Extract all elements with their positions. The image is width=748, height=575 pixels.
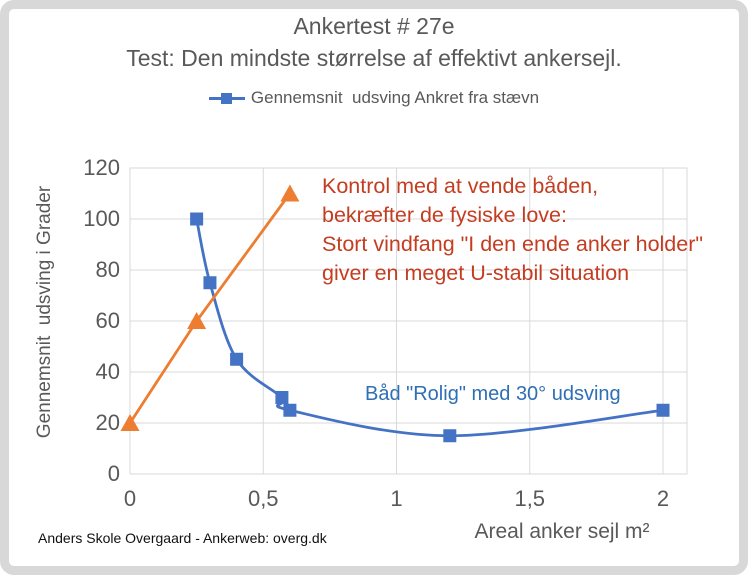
triangle-marker-icon <box>187 312 207 329</box>
square-marker-icon <box>203 276 217 290</box>
chart-title: Ankertest # 27e <box>293 13 455 39</box>
y-tick-label: 100 <box>83 206 120 231</box>
square-marker-icon <box>443 429 457 443</box>
square-marker-icon <box>275 391 289 404</box>
legend-square-icon <box>220 92 232 104</box>
square-marker-icon <box>656 403 670 417</box>
y-tick-label: 60 <box>95 308 120 333</box>
annotation-control-note: Kontrol med at vende båden, bekræfter de… <box>322 174 704 285</box>
y-tick-label: 80 <box>95 257 120 282</box>
x-tick-label: 0,5 <box>247 486 279 511</box>
square-marker-icon <box>230 352 244 366</box>
y-tick-label: 40 <box>95 359 120 384</box>
y-tick-label: 20 <box>95 410 120 435</box>
legend-label: Gennemsnit udsving Ankret fra stævn <box>250 88 540 107</box>
series-line-1 <box>128 192 292 425</box>
chart-subtitle: Test: Den mindste størrelse af effektivt… <box>126 45 622 71</box>
y-tick-label: 0 <box>107 461 120 486</box>
square-marker-icon <box>190 212 204 226</box>
triangle-marker-icon <box>120 414 140 431</box>
y-tick-label: 120 <box>83 155 120 180</box>
x-tick-label: 0 <box>123 486 137 511</box>
triangle-marker-icon <box>280 184 300 202</box>
x-axis-title: Areal anker sejl m² <box>474 520 650 543</box>
square-marker-icon <box>283 403 297 417</box>
plot-border <box>129 167 688 475</box>
legend-marker-icon <box>208 92 245 105</box>
annotation-calm-boat-note: Båd "Rolig" med 30° udsving <box>365 383 621 405</box>
x-tick-label: 1 <box>390 486 403 511</box>
x-tick-label: 1,5 <box>514 486 546 511</box>
source-attribution: Anders Skole Overgaard - Ankerweb: overg… <box>38 530 327 546</box>
x-tick-label: 2 <box>656 486 670 511</box>
legend: Gennemsnit udsving Ankret fra stævn <box>0 88 748 108</box>
